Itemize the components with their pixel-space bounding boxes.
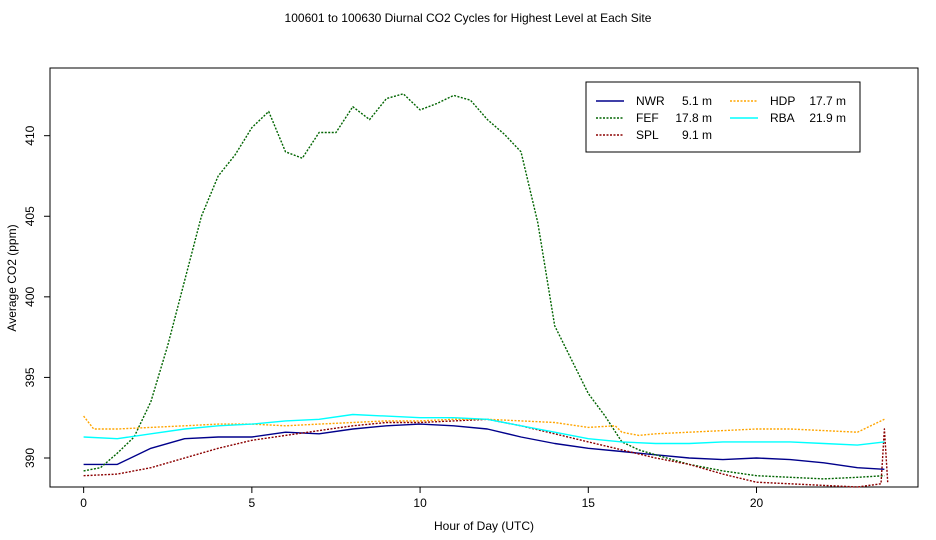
- series-layer: [83, 93, 889, 488]
- legend-height-fef: 17.8 m: [675, 111, 712, 125]
- legend-height-rba: 21.9 m: [809, 111, 846, 125]
- legend-height-nwr: 5.1 m: [682, 94, 712, 108]
- legend-name-fef: FEF: [636, 111, 659, 125]
- x-tick-label-0: 0: [80, 496, 87, 510]
- y-tick-label-1: 395: [23, 367, 37, 387]
- series-line-rba: [83, 413, 885, 446]
- legend-height-spl: 9.1 m: [682, 128, 712, 142]
- x-tick-label-1: 5: [249, 496, 256, 510]
- legend: NWR 5.1 m FEF 17.8 m SPL 9.1 m HDP 17.7 m RBA 21.…: [585, 81, 861, 153]
- axes: 0 5 10 15 20 390 395 400 405 410: [23, 125, 764, 510]
- series-line-spl: [83, 418, 889, 488]
- chart-title: 100601 to 100630 Diurnal CO2 Cycles for …: [284, 11, 652, 25]
- y-tick-label-0: 390: [23, 448, 37, 468]
- x-tick-label-2: 10: [413, 496, 427, 510]
- series-line-fef: [83, 93, 885, 480]
- legend-name-rba: RBA: [770, 111, 795, 125]
- legend-box: [585, 81, 861, 153]
- legend-name-spl: SPL: [636, 128, 659, 142]
- y-axis-label: Average CO2 (ppm): [5, 224, 19, 332]
- y-tick-label-4: 410: [23, 125, 37, 145]
- series-line-hdp: [83, 415, 885, 437]
- legend-height-hdp: 17.7 m: [809, 94, 846, 108]
- x-axis-label: Hour of Day (UTC): [433, 519, 534, 533]
- legend-name-nwr: NWR: [636, 94, 665, 108]
- series-line-nwr: [83, 423, 885, 470]
- y-tick-label-3: 405: [23, 206, 37, 226]
- y-tick-label-2: 400: [23, 287, 37, 307]
- x-tick-label-4: 20: [750, 496, 764, 510]
- legend-name-hdp: HDP: [770, 94, 795, 108]
- x-tick-label-3: 15: [582, 496, 596, 510]
